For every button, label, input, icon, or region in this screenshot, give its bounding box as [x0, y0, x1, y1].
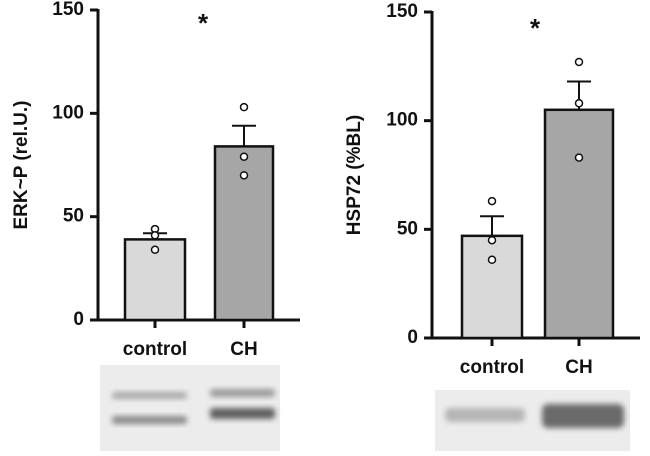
- data-point: [150, 231, 160, 240]
- y-tick-label: 100: [386, 110, 418, 131]
- y-tick-label: 50: [63, 206, 84, 227]
- data-point: [239, 171, 249, 180]
- y-axis-label: ERK~P (rel.U.): [11, 101, 32, 230]
- y-tick-label: 0: [407, 327, 418, 348]
- blot-left: [100, 365, 280, 451]
- bar: [460, 234, 524, 340]
- y-tick-label: 100: [52, 102, 84, 123]
- data-point: [239, 102, 249, 112]
- x-tick-label: control: [460, 357, 524, 378]
- y-tick-label: 150: [386, 1, 418, 22]
- bar: [543, 108, 615, 340]
- data-point: [574, 99, 584, 108]
- data-point: [487, 196, 497, 206]
- annotation: *: [530, 13, 541, 43]
- data-point: [574, 57, 584, 67]
- annotation: *: [198, 8, 209, 38]
- data-point: [487, 255, 497, 265]
- data-point: [239, 152, 249, 161]
- data-point: [150, 245, 160, 254]
- x-tick-label: CH: [230, 339, 257, 360]
- data-point: [574, 153, 584, 162]
- x-tick-label: CH: [565, 357, 592, 378]
- y-tick-label: 50: [397, 218, 418, 239]
- y-tick-label: 0: [73, 309, 84, 330]
- blot-right: [435, 390, 630, 451]
- y-tick-label: 150: [52, 0, 84, 20]
- y-axis-label: HSP72 (%BL): [344, 115, 365, 235]
- data-point: [487, 235, 497, 245]
- x-tick-label: control: [123, 339, 187, 360]
